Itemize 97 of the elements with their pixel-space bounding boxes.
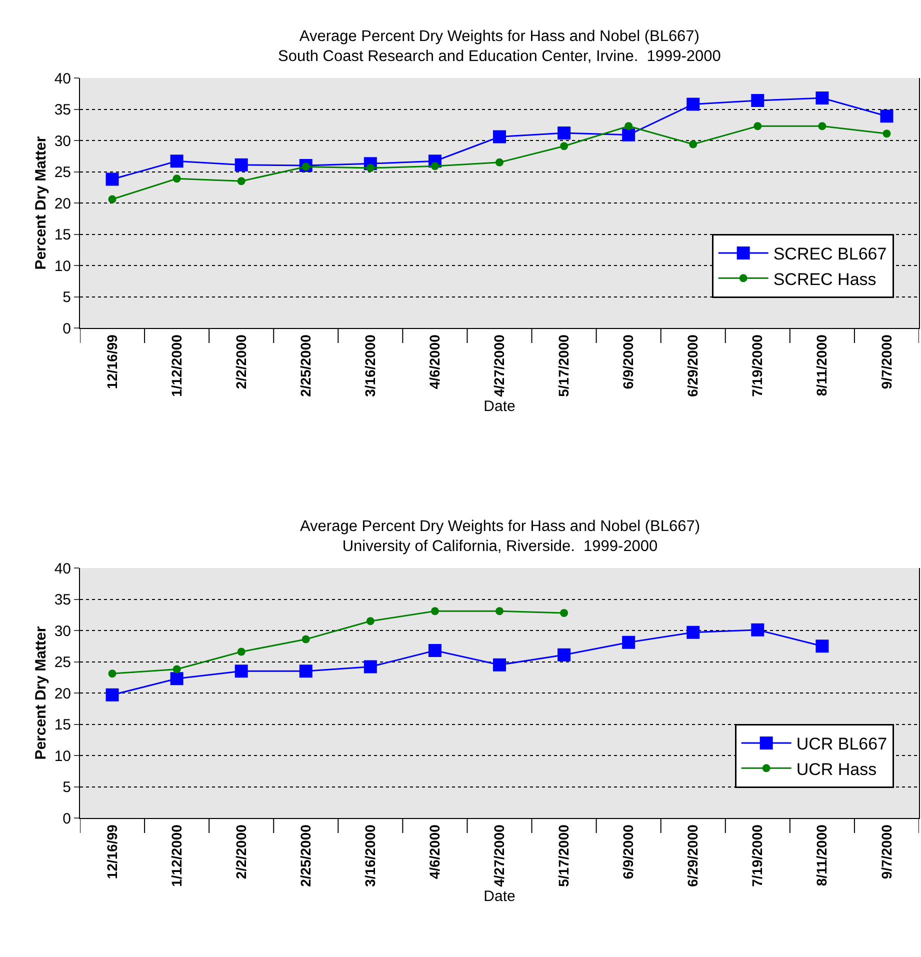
y-tick-label: 20 — [54, 195, 71, 212]
x-tick-label: 2/25/2000 — [297, 334, 314, 397]
point — [816, 640, 829, 653]
point — [172, 174, 181, 183]
point — [234, 158, 248, 172]
chart-subtitle: South Coast Research and Education Center, Irvine. 1999-2000 — [278, 48, 722, 66]
x-tick-label: 2/25/2000 — [297, 824, 314, 887]
point — [754, 122, 762, 130]
y-tick-label: 40 — [54, 560, 71, 578]
x-axis-title: Date — [484, 398, 516, 415]
chart-title: Average Percent Dry Weights for Hass and Nobel (BL667) — [300, 518, 700, 535]
x-tick-label: 1/12/2000 — [168, 334, 184, 397]
y-tick-label: 25 — [54, 164, 71, 181]
point — [818, 122, 826, 130]
legend-label: UCR Hass — [796, 760, 877, 779]
y-tick-label: 10 — [54, 258, 71, 275]
x-tick-label: 12/16/99 — [104, 334, 120, 390]
y-tick-label: 10 — [54, 748, 71, 765]
x-tick-label: 6/29/2000 — [684, 334, 701, 397]
point — [299, 664, 312, 678]
y-tick-label: 35 — [54, 102, 71, 118]
point — [493, 130, 506, 144]
point — [237, 648, 246, 656]
point — [366, 617, 374, 626]
y-tick-label: 40 — [54, 70, 71, 88]
point — [558, 126, 571, 140]
point — [560, 609, 568, 617]
y-tick-label: 5 — [62, 779, 71, 796]
x-tick-label: 7/19/2000 — [749, 334, 766, 397]
point — [882, 130, 891, 138]
x-tick-label: 6/29/2000 — [684, 824, 701, 887]
y-tick-label: 20 — [54, 685, 71, 702]
x-tick-label: 8/11/2000 — [814, 824, 830, 886]
x-tick-label: 9/7/2000 — [878, 334, 894, 390]
point — [560, 142, 568, 150]
legend-label: SCREC BL667 — [773, 244, 887, 264]
x-tick-label: 2/2/2000 — [232, 334, 249, 390]
y-tick-label: 30 — [54, 622, 71, 640]
x-tick-label: 4/6/2000 — [426, 334, 443, 390]
x-tick-label: 4/27/2000 — [491, 824, 508, 887]
y-tick-label: 15 — [54, 226, 71, 244]
point — [108, 195, 116, 204]
x-tick-label: 2/2/2000 — [232, 824, 249, 880]
x-tick-label: 6/9/2000 — [620, 334, 636, 390]
point — [237, 177, 246, 186]
y-tick-label: 35 — [54, 592, 71, 608]
x-tick-label: 8/11/2000 — [814, 334, 830, 396]
point — [622, 128, 636, 142]
x-tick-label: 6/9/2000 — [620, 824, 636, 880]
point — [364, 660, 377, 674]
point — [558, 648, 571, 662]
point — [624, 122, 633, 130]
point — [496, 158, 504, 166]
point — [170, 154, 184, 168]
x-tick-label: 7/19/2000 — [749, 824, 766, 887]
y-tick-label: 15 — [54, 716, 71, 734]
point — [170, 672, 184, 686]
point — [430, 162, 439, 170]
point — [622, 636, 636, 649]
point — [172, 665, 181, 674]
y-tick-label: 30 — [54, 132, 71, 150]
y-tick-label: 25 — [54, 654, 71, 671]
point — [430, 607, 439, 616]
chart-subtitle: University of California, Riverside. 1999-2000 — [342, 538, 658, 556]
point — [106, 172, 119, 186]
point — [751, 623, 764, 636]
point — [686, 626, 700, 639]
y-axis-title: Percent Dry Matter — [32, 136, 50, 270]
x-tick-label: 1/12/2000 — [168, 824, 184, 887]
x-tick-label: 4/27/2000 — [491, 334, 508, 397]
x-tick-label: 3/16/2000 — [362, 334, 378, 397]
y-axis-title: Percent Dry Matter — [32, 626, 50, 760]
x-tick-label: 3/16/2000 — [362, 824, 378, 887]
point — [496, 607, 504, 616]
x-tick-label: 9/7/2000 — [878, 824, 894, 880]
x-tick-label: 5/17/2000 — [556, 334, 572, 397]
point — [689, 140, 698, 148]
legend-label: UCR BL667 — [796, 734, 888, 754]
point — [428, 644, 442, 657]
legend-label: SCREC Hass — [773, 270, 876, 289]
point — [234, 664, 248, 678]
y-tick-label: 0 — [62, 810, 71, 828]
point — [816, 92, 829, 104]
point — [493, 658, 506, 672]
point — [751, 94, 764, 107]
y-tick-label: 5 — [62, 289, 71, 306]
x-tick-label: 4/6/2000 — [426, 824, 443, 880]
x-tick-label: 12/16/99 — [104, 824, 120, 880]
chart-title: Average Percent Dry Weights for Hass and Nobel (BL667) — [299, 28, 700, 45]
point — [686, 98, 700, 111]
y-tick-label: 0 — [62, 320, 71, 338]
point — [108, 670, 116, 678]
point — [106, 688, 119, 702]
point — [880, 110, 894, 123]
x-tick-label: 5/17/2000 — [556, 824, 572, 887]
x-axis-title: Date — [484, 888, 516, 905]
point — [302, 635, 310, 644]
